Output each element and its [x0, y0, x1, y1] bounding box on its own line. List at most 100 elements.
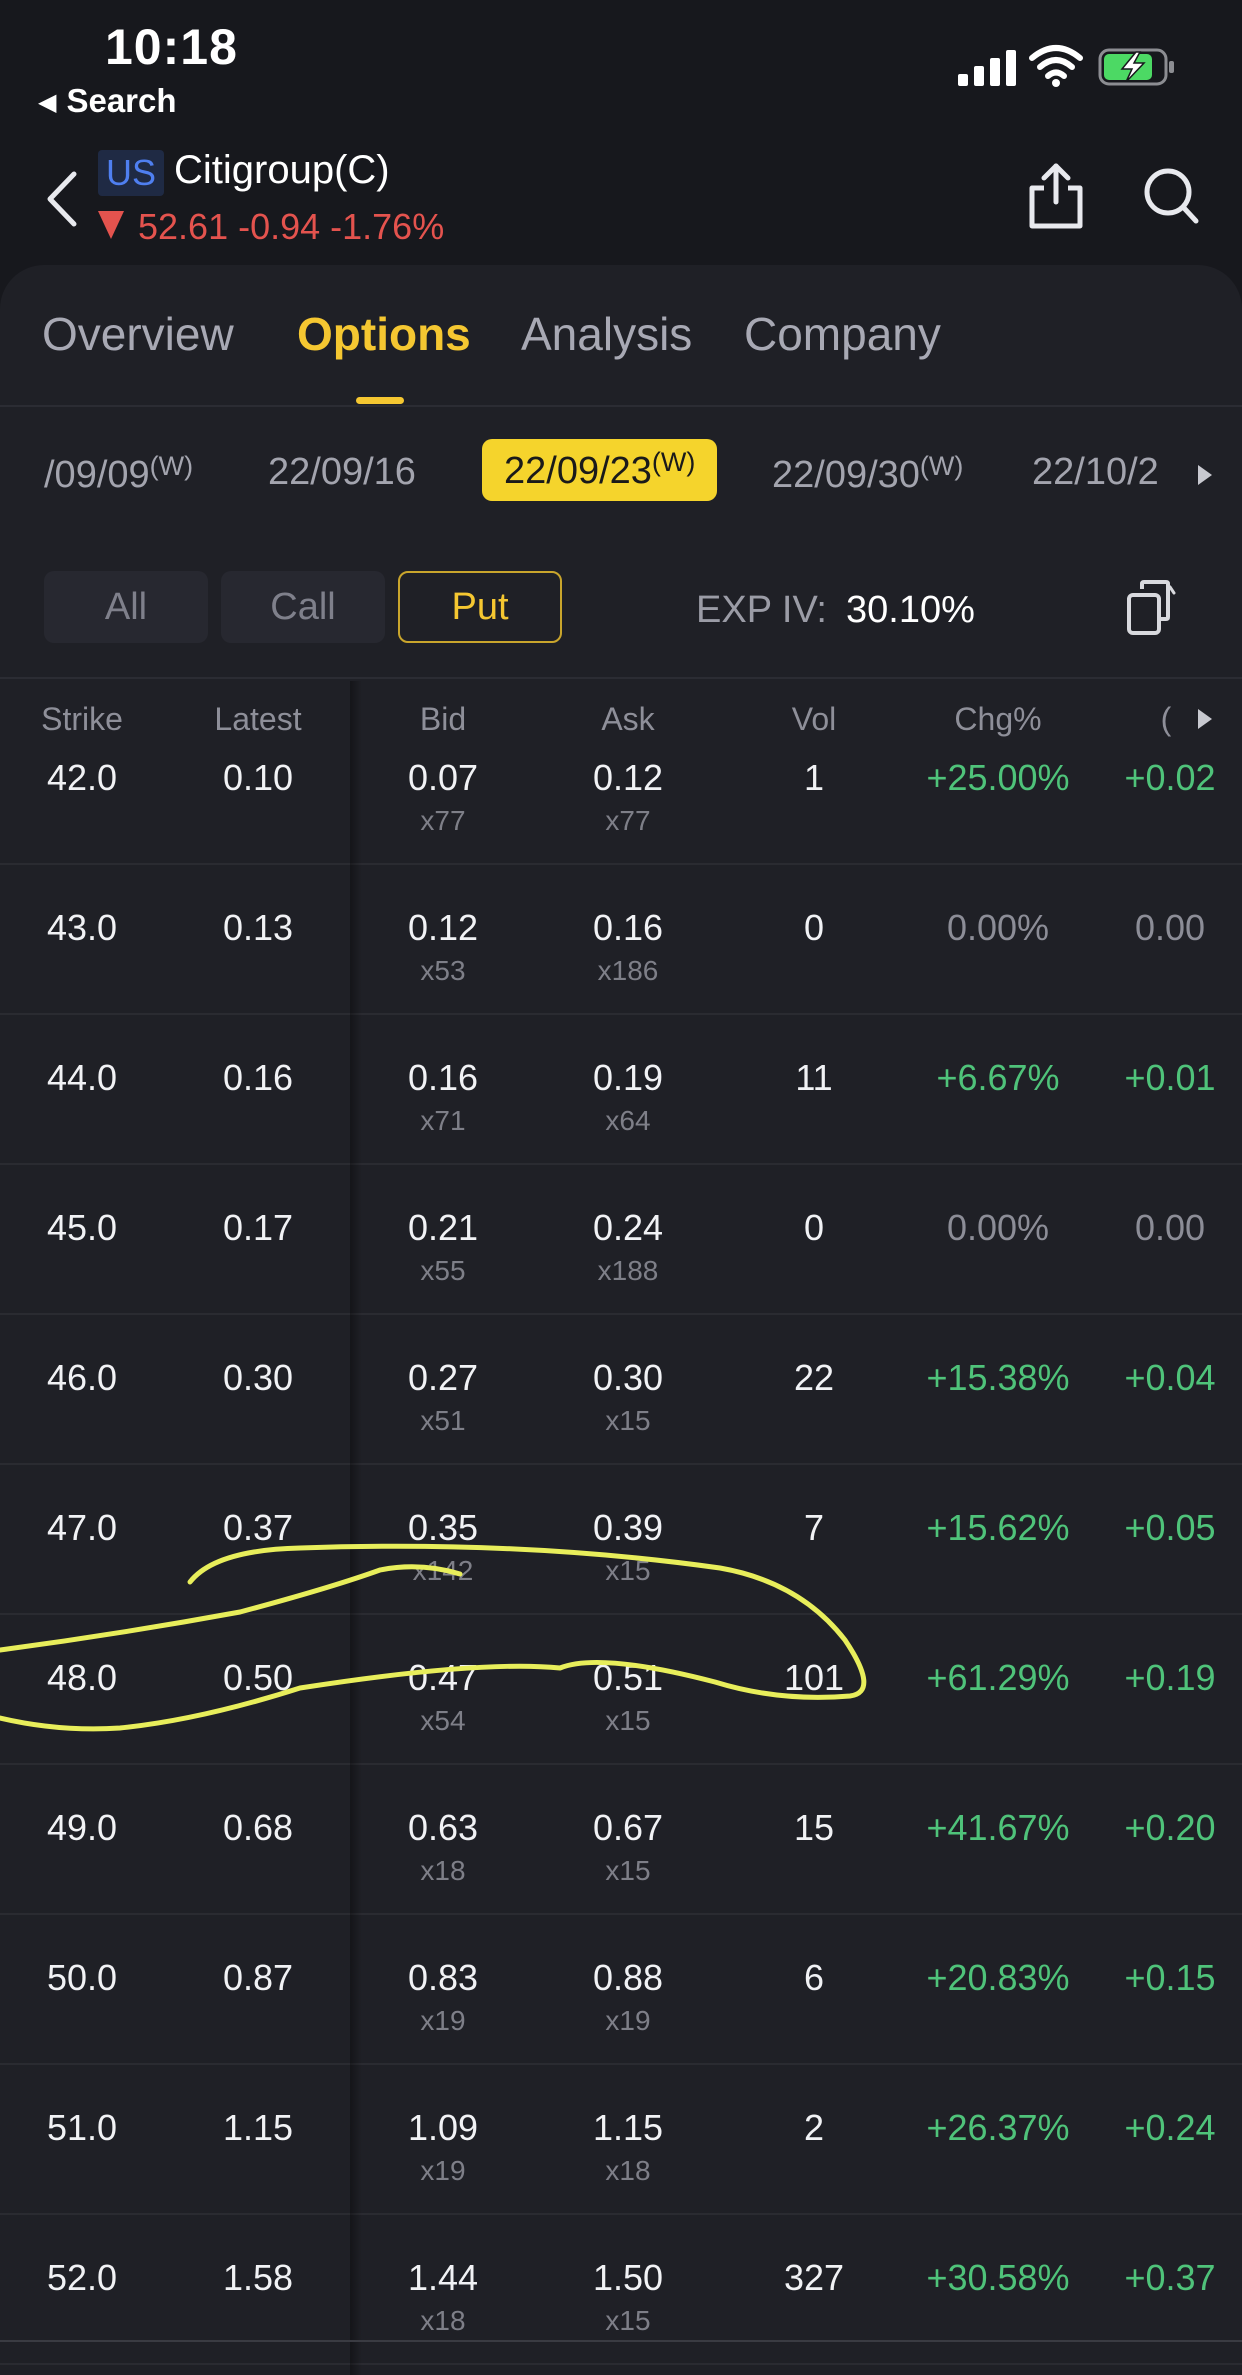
options-table: 42.0 0.10 0.07 x77 0.12 x77 1 +25.00% +0.02 43.0 0…: [0, 757, 1242, 2375]
table-row[interactable]: 50.0 0.87 0.83 x19 0.88 x19 6 +20.83% +0.15: [0, 1915, 1242, 2065]
cell-ask-size: x19: [605, 2005, 651, 2036]
back-arrow-icon[interactable]: [40, 168, 84, 230]
column-header-strike[interactable]: Strike: [41, 701, 123, 737]
tab-bar: Overview Options Analysis Company: [0, 265, 1242, 407]
price-down-icon: [98, 211, 124, 239]
expiration-date-item[interactable]: /09/09(W): [44, 451, 194, 496]
table-row[interactable]: 51.0 1.15 1.09 x19 1.15 x18 2 +26.37% +0.24: [0, 2065, 1242, 2215]
table-row[interactable]: 46.0 0.30 0.27 x51 0.30 x15 22 +15.38% +0.04: [0, 1315, 1242, 1465]
cell-vol: 2: [803, 2107, 825, 2148]
table-row[interactable]: 52.0 1.58 1.44 x18 1.50 x15 327 +30.58% +0.37: [0, 2215, 1242, 2365]
cell-ask: 0.16: [592, 907, 664, 948]
cell-vol: 101: [783, 1657, 845, 1698]
cell-strike: 52.0: [46, 2257, 118, 2298]
cell-bid: 0.07: [407, 757, 479, 798]
table-row[interactable]: 47.0 0.37 0.35 x142 0.39 x15 7 +15.62% +0.05: [0, 1465, 1242, 1615]
cell-vol: 327: [783, 2257, 845, 2298]
cell-strike: 51.0: [46, 2107, 118, 2148]
cell-bid-size: x142: [412, 1555, 474, 1586]
cell-strike: 43.0: [46, 907, 118, 948]
cell-ask-size: x186: [597, 955, 659, 986]
cell-bid-size: x77: [420, 805, 466, 836]
cell-ask-size: x18: [605, 2155, 651, 2186]
cell-bid-size: x18: [420, 1855, 466, 1886]
cell-bid-size: x71: [420, 1105, 466, 1136]
column-header-bid[interactable]: Bid: [419, 701, 467, 737]
filter-put-button[interactable]: Put: [398, 571, 562, 643]
cell-ask: 0.51: [592, 1657, 664, 1698]
cell-chg: +0.19: [1124, 1657, 1216, 1698]
cell-vol: 0: [803, 907, 825, 948]
cell-chg: +0.05: [1124, 1507, 1216, 1548]
cell-ask-size: x15: [605, 1855, 651, 1886]
table-row[interactable]: 49.0 0.68 0.63 x18 0.67 x15 15 +41.67% +0.20: [0, 1765, 1242, 1915]
cell-ask-size: x77: [605, 805, 651, 836]
cell-chg: 0.00: [1134, 907, 1206, 948]
cell-strike: 42.0: [46, 757, 118, 798]
cell-ask-size: x188: [597, 1255, 659, 1286]
column-header-vol[interactable]: Vol: [791, 701, 837, 737]
cell-strike: 46.0: [46, 1357, 118, 1398]
expiration-date-item[interactable]: 22/09/30(W): [772, 451, 964, 496]
share-icon[interactable]: [1026, 162, 1086, 230]
cell-bid: 0.83: [407, 1957, 479, 1998]
cell-bid: 1.44: [407, 2257, 479, 2298]
expiration-date-item[interactable]: 22/09/16: [268, 451, 416, 493]
table-row[interactable]: 44.0 0.16 0.16 x71 0.19 x64 11 +6.67% +0.01: [0, 1015, 1242, 1165]
expiration-date-item[interactable]: 22/10/2: [1032, 451, 1159, 493]
cell-ask: 0.30: [592, 1357, 664, 1398]
table-row[interactable]: 48.0 0.50 0.47 x54 0.51 x15 101 +61.29% +0.19: [0, 1615, 1242, 1765]
cell-bid: 0.47: [407, 1657, 479, 1698]
active-tab-indicator: [356, 397, 404, 404]
cell-ask: 0.19: [592, 1057, 664, 1098]
cell-latest: 0.50: [222, 1657, 294, 1698]
search-icon[interactable]: [1142, 166, 1200, 226]
back-triangle-icon: ◀: [38, 89, 57, 116]
cell-latest: 0.30: [222, 1357, 294, 1398]
column-header-ask[interactable]: Ask: [601, 701, 655, 737]
filter-all-button[interactable]: All: [44, 571, 208, 643]
table-row[interactable]: 43.0 0.13 0.12 x53 0.16 x186 0 0.00% 0.00: [0, 865, 1242, 1015]
cell-vol: 1: [803, 757, 825, 798]
cell-latest: 1.15: [222, 2107, 294, 2148]
column-header-latest[interactable]: Latest: [214, 701, 302, 737]
tab-company[interactable]: Company: [744, 308, 941, 360]
cell-vol: 15: [793, 1807, 835, 1848]
table-row[interactable]: 42.0 0.10 0.07 x77 0.12 x77 1 +25.00% +0.02: [0, 757, 1242, 865]
cell-bid-size: x51: [420, 1405, 466, 1436]
expiration-date-selected[interactable]: 22/09/23(W): [482, 439, 718, 501]
filter-call-button[interactable]: Call: [221, 571, 385, 643]
cell-bid: 0.27: [407, 1357, 479, 1398]
cell-vol: 6: [803, 1957, 825, 1998]
expiration-date-strip: /09/09(W) 22/09/16 22/09/23(W) 22/09/30(…: [0, 407, 1242, 539]
cell-bid-size: x55: [420, 1255, 466, 1286]
table-bottom-divider: [0, 2340, 1242, 2342]
cell-chg-pct: +6.67%: [936, 1057, 1060, 1098]
column-header-chg-truncated[interactable]: (: [1160, 701, 1172, 737]
tab-options[interactable]: Options: [297, 308, 471, 360]
cell-chg: 0.00: [1134, 1207, 1206, 1248]
cell-chg-pct: +25.00%: [926, 757, 1070, 798]
cell-bid-size: x18: [420, 2305, 466, 2336]
scroll-columns-arrow-icon[interactable]: [1198, 709, 1212, 729]
cell-chg-pct: +30.58%: [926, 2257, 1070, 2298]
cell-latest: 0.10: [222, 757, 294, 798]
table-header: Strike Latest Bid Ask Vol Chg% (: [0, 681, 1242, 757]
copy-icon[interactable]: [1126, 579, 1178, 637]
cell-ask-size: x15: [605, 1555, 651, 1586]
cell-ask-size: x15: [605, 2305, 651, 2336]
cell-latest: 0.68: [222, 1807, 294, 1848]
cell-chg: +0.15: [1124, 1957, 1216, 1998]
tab-overview[interactable]: Overview: [42, 308, 234, 360]
column-header-chg-pct[interactable]: Chg%: [954, 701, 1042, 737]
back-to-search-link[interactable]: ◀ Search: [38, 82, 177, 120]
tab-analysis[interactable]: Analysis: [521, 308, 693, 360]
cell-vol: 22: [793, 1357, 835, 1398]
scroll-right-arrow-icon[interactable]: [1198, 465, 1212, 485]
cell-latest: 0.16: [222, 1057, 294, 1098]
cell-latest: 0.17: [222, 1207, 294, 1248]
table-row[interactable]: 45.0 0.17 0.21 x55 0.24 x188 0 0.00% 0.00: [0, 1165, 1242, 1315]
cell-chg-pct: +61.29%: [926, 1657, 1070, 1698]
cell-latest: 0.37: [222, 1507, 294, 1548]
cell-chg: +0.24: [1124, 2107, 1216, 2148]
